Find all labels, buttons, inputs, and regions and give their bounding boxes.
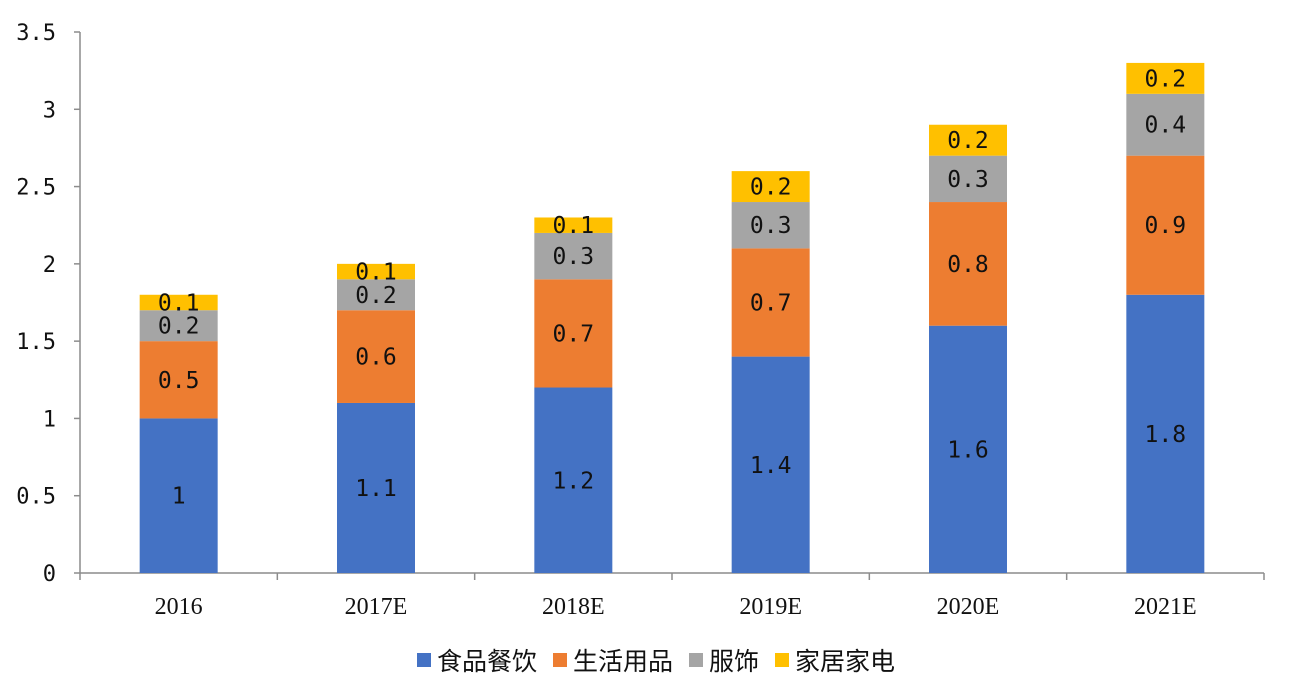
legend-label: 食品餐饮 <box>437 647 537 676</box>
y-tick-label: 2 <box>43 253 56 278</box>
x-tick-label: 2017E <box>345 594 408 620</box>
legend-label: 生活用品 <box>573 647 673 676</box>
bar-segment <box>139 310 218 342</box>
x-tick-label: 2016 <box>155 594 203 620</box>
data-label: 1.1 <box>355 476 397 502</box>
data-label: 0.9 <box>1145 213 1187 239</box>
data-label: 0.3 <box>750 213 792 239</box>
bar-segment <box>731 202 810 249</box>
bar-segment <box>337 310 415 403</box>
data-label: 0.6 <box>355 345 397 371</box>
bar-segment <box>139 418 218 573</box>
legend: 食品餐饮 生活用品 服饰 家居家电 <box>417 647 895 676</box>
legend-swatch <box>553 653 567 667</box>
data-label: 0.1 <box>553 213 595 239</box>
y-tick-label: 1.5 <box>16 330 56 355</box>
bar-segment <box>1126 93 1205 156</box>
bar-segment <box>929 124 1007 156</box>
bars: 10.50.20.11.10.60.20.11.20.70.30.11.40.7… <box>139 62 1205 573</box>
data-label: 1.4 <box>750 453 792 479</box>
bar-segment <box>1126 62 1205 94</box>
legend-swatch <box>775 653 789 667</box>
data-label: 1.2 <box>553 468 595 494</box>
x-tick-label: 2018E <box>542 594 605 620</box>
y-axis: 0 0.5 1 1.5 2 2.5 3 3.5 <box>16 21 81 587</box>
bar-segment <box>929 202 1007 326</box>
data-label: 0.1 <box>355 260 397 286</box>
y-tick-label: 0.5 <box>16 485 56 510</box>
data-label: 0.1 <box>158 291 200 317</box>
legend-swatch <box>417 653 431 667</box>
bar-segment <box>731 248 810 357</box>
data-label: 0.2 <box>158 314 200 340</box>
bar-segment <box>929 155 1007 203</box>
bar-segment <box>139 294 218 311</box>
y-tick-label: 3.5 <box>16 21 56 46</box>
data-label: 0.2 <box>1145 66 1187 92</box>
x-tick-label: 2019E <box>739 594 802 620</box>
bar-segment <box>337 263 415 280</box>
y-tick-label: 1 <box>43 407 56 432</box>
data-label: 1.6 <box>947 437 989 463</box>
legend-label: 服饰 <box>709 647 759 676</box>
data-label: 1.8 <box>1145 422 1187 448</box>
data-label: 0.7 <box>553 321 595 347</box>
bar-segment <box>534 232 613 280</box>
data-label: 0.2 <box>947 128 989 154</box>
data-label: 0.2 <box>355 283 397 309</box>
x-tick-label: 2021E <box>1134 594 1197 620</box>
bar-segment <box>337 279 415 311</box>
bar-segment <box>731 171 810 203</box>
data-label: 1 <box>172 484 186 510</box>
bar-segment <box>534 279 613 388</box>
x-axis: 2016 2017E 2018E 2019E 2020E 2021E <box>79 572 1265 620</box>
legend-swatch <box>689 653 703 667</box>
data-label: 0.8 <box>947 252 989 278</box>
data-label: 0.7 <box>750 291 792 317</box>
bar-segment <box>534 387 613 573</box>
data-label: 0.2 <box>750 175 792 201</box>
y-tick-label: 2.5 <box>16 176 56 201</box>
data-label: 0.5 <box>158 368 200 394</box>
bar-segment <box>337 402 415 573</box>
data-label: 0.3 <box>553 244 595 270</box>
bar-segment <box>534 217 613 233</box>
legend-label: 家居家电 <box>795 647 895 676</box>
bar-segment <box>929 325 1007 573</box>
bar-segment <box>1126 155 1205 295</box>
data-label: 0.4 <box>1145 113 1187 139</box>
data-label: 0.3 <box>947 167 989 193</box>
x-tick-label: 2020E <box>937 594 1000 620</box>
y-tick-label: 3 <box>43 98 56 123</box>
bar-segment <box>731 356 810 573</box>
y-tick-label: 0 <box>43 562 56 587</box>
bar-segment <box>1126 294 1205 573</box>
bar-segment <box>139 341 218 419</box>
